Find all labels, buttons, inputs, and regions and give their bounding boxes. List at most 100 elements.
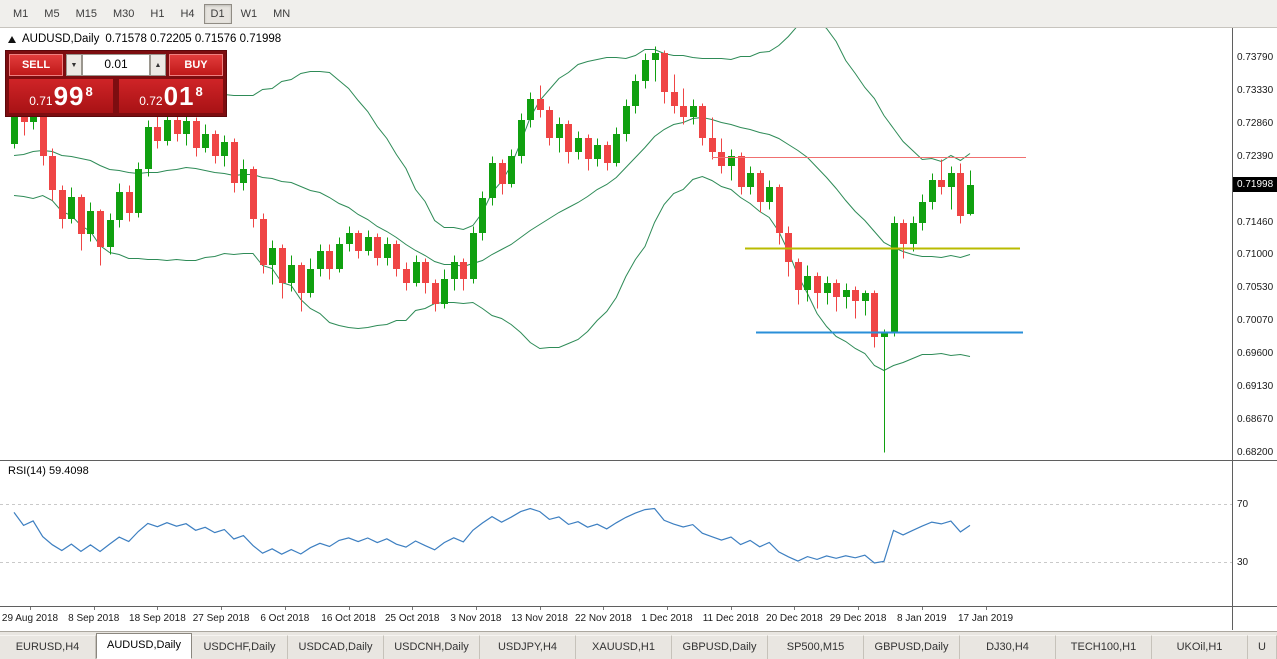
chart-tab-gbpusd-daily[interactable]: GBPUSD,Daily bbox=[672, 635, 768, 659]
date-axis-label: 29 Aug 2018 bbox=[1, 613, 59, 624]
one-click-panel-toggle-icon[interactable] bbox=[8, 35, 16, 43]
date-axis-label: 8 Jan 2019 bbox=[897, 613, 947, 624]
bollinger-lower-band bbox=[13, 175, 971, 372]
rsi-canvas[interactable] bbox=[0, 461, 1232, 606]
one-click-trading-panel: SELL ▼ 0.01 ▲ BUY 0.71 99 8 0.72 01 8 bbox=[5, 50, 227, 117]
date-axis-tick bbox=[985, 607, 987, 610]
chart-tab-usdcnh-daily[interactable]: USDCNH,Daily bbox=[384, 635, 480, 659]
chart-tab-tech100-h1[interactable]: TECH100,H1 bbox=[1056, 635, 1152, 659]
price-axis[interactable]: 0.71998 0.73790 0.73330 0.72860 0.72390 0.71… bbox=[1233, 28, 1277, 630]
date-axis-tick bbox=[730, 607, 732, 610]
trade-panel-prices: 0.71 99 8 0.72 01 8 bbox=[9, 79, 223, 113]
timeframe-button-d1[interactable]: D1 bbox=[203, 3, 232, 24]
price-axis-label: 0.69130 bbox=[1237, 381, 1274, 393]
date-axis-tick bbox=[921, 607, 923, 610]
axis-separator-vertical bbox=[1232, 28, 1233, 630]
date-axis-tick bbox=[539, 607, 541, 610]
buy-price-display[interactable]: 0.72 01 8 bbox=[119, 79, 223, 113]
chart-tab-sp500-m15[interactable]: SP500,M15 bbox=[768, 635, 864, 659]
date-axis-tick bbox=[93, 607, 95, 610]
chart-tab-dj30-h4[interactable]: DJ30,H4 bbox=[960, 635, 1056, 659]
rsi-indicator-label: RSI(14) 59.4098 bbox=[8, 465, 89, 477]
rsi-level-label: 30 bbox=[1237, 556, 1249, 568]
date-axis-label: 3 Nov 2018 bbox=[450, 613, 502, 624]
price-axis-label: 0.68200 bbox=[1237, 447, 1274, 459]
date-axis-label: 25 Oct 2018 bbox=[384, 613, 440, 624]
bollinger-middle-band bbox=[13, 116, 971, 268]
volume-input[interactable]: 0.01 bbox=[82, 54, 150, 76]
chart-tab-xauusd-h1[interactable]: XAUUSD,H1 bbox=[576, 635, 672, 659]
date-axis-tick bbox=[348, 607, 350, 610]
date-axis-label: 6 Oct 2018 bbox=[260, 613, 310, 624]
timeframe-button-h4[interactable]: H4 bbox=[173, 4, 201, 24]
date-axis-tick bbox=[667, 607, 668, 610]
timeframe-button-mn[interactable]: MN bbox=[266, 4, 297, 24]
price-axis-label: 0.72390 bbox=[1237, 151, 1274, 162]
price-axis-label: 0.71000 bbox=[1237, 249, 1274, 261]
timeframe-button-m15[interactable]: M15 bbox=[69, 4, 104, 24]
timeframe-button-m30[interactable]: M30 bbox=[106, 4, 141, 24]
date-axis-tick bbox=[858, 607, 860, 610]
sell-price-pipette: 8 bbox=[85, 84, 93, 99]
chart-tab-eurusd-h4[interactable]: EURUSD,H4 bbox=[0, 635, 96, 659]
chevron-up-icon: ▲ bbox=[154, 61, 162, 69]
price-axis-label: 0.70070 bbox=[1237, 315, 1274, 326]
chart-symbol-title: AUDUSD,Daily bbox=[22, 33, 100, 45]
rsi-line bbox=[13, 507, 971, 564]
volume-increase-button[interactable]: ▲ bbox=[150, 54, 166, 76]
chart-tab-audusd-daily[interactable]: AUDUSD,Daily bbox=[96, 633, 192, 659]
date-axis-tick bbox=[603, 607, 605, 610]
price-chart-area[interactable]: AUDUSD,Daily 0.71578 0.72205 0.71576 0.7… bbox=[0, 28, 1232, 460]
date-axis-label: 29 Dec 2018 bbox=[829, 613, 887, 624]
date-axis-label: 8 Sep 2018 bbox=[68, 613, 120, 624]
sell-price-prefix: 0.71 bbox=[29, 94, 53, 108]
timeframe-button-w1[interactable]: W1 bbox=[234, 4, 265, 24]
buy-button[interactable]: BUY bbox=[169, 54, 223, 76]
chart-tab-usdcad-daily[interactable]: USDCAD,Daily bbox=[288, 635, 384, 659]
date-axis[interactable]: 29 Aug 2018 8 Sep 2018 18 Sep 2018 27 Sep 2… bbox=[0, 607, 1232, 630]
price-axis-label: 0.70530 bbox=[1237, 282, 1274, 294]
date-axis-tick bbox=[475, 607, 477, 610]
timeframe-toolbar: M1 M5 M15 M30 H1 H4 D1 W1 MN bbox=[0, 0, 1277, 28]
date-axis-label: 17 Jan 2019 bbox=[957, 613, 1014, 624]
chart-title: AUDUSD,Daily 0.71578 0.72205 0.71576 0.7… bbox=[8, 33, 281, 45]
date-axis-label: 13 Nov 2018 bbox=[511, 613, 568, 624]
chart-tab-gbpusd-daily[interactable]: GBPUSD,Daily bbox=[864, 635, 960, 659]
timeframe-button-h1[interactable]: H1 bbox=[143, 4, 171, 24]
date-axis-label: 20 Dec 2018 bbox=[766, 613, 823, 624]
rsi-level-label: 70 bbox=[1237, 498, 1249, 510]
sell-price-display[interactable]: 0.71 99 8 bbox=[9, 79, 113, 113]
chart-tab-u[interactable]: U bbox=[1248, 635, 1277, 659]
date-axis-tick bbox=[412, 607, 414, 610]
timeframe-button-m5[interactable]: M5 bbox=[37, 4, 66, 24]
price-axis-label: 0.71460 bbox=[1237, 216, 1274, 228]
date-axis-tick bbox=[221, 607, 223, 610]
date-axis-tick bbox=[794, 607, 796, 610]
sell-button[interactable]: SELL bbox=[9, 54, 63, 76]
date-axis-tick bbox=[30, 607, 31, 610]
price-axis-label: 0.69600 bbox=[1237, 348, 1274, 360]
volume-control: ▼ 0.01 ▲ bbox=[66, 54, 166, 76]
date-axis-label: 11 Dec 2018 bbox=[702, 613, 759, 624]
rsi-indicator-panel[interactable]: RSI(14) 59.4098 bbox=[0, 461, 1232, 606]
timeframe-button-m1[interactable]: M1 bbox=[6, 4, 35, 24]
date-axis-tick bbox=[284, 607, 286, 610]
current-price-badge: 0.71998 bbox=[1233, 176, 1277, 192]
date-axis-label: 27 Sep 2018 bbox=[192, 613, 250, 624]
date-axis-label: 18 Sep 2018 bbox=[129, 613, 186, 624]
chart-tab-bar: EURUSD,H4 AUDUSD,Daily USDCHF,Daily USDCAD,… bbox=[0, 631, 1277, 659]
price-axis-label: 0.68670 bbox=[1237, 413, 1274, 425]
chart-tab-ukoil-h1[interactable]: UKOil,H1 bbox=[1152, 635, 1248, 659]
trade-panel-controls: SELL ▼ 0.01 ▲ BUY bbox=[9, 54, 223, 76]
volume-decrease-button[interactable]: ▼ bbox=[66, 54, 82, 76]
date-axis-label: 22 Nov 2018 bbox=[574, 613, 632, 624]
buy-price-pipette: 8 bbox=[195, 84, 203, 99]
chart-tab-usdjpy-h4[interactable]: USDJPY,H4 bbox=[480, 635, 576, 659]
date-axis-label: 16 Oct 2018 bbox=[321, 613, 376, 624]
chart-tab-usdchf-daily[interactable]: USDCHF,Daily bbox=[192, 635, 288, 659]
price-axis-label: 0.73790 bbox=[1237, 52, 1274, 64]
price-axis-label: 0.72860 bbox=[1237, 117, 1274, 129]
chart-ohlc-values: 0.71578 0.72205 0.71576 0.71998 bbox=[105, 33, 282, 45]
chart-rsi-separator[interactable] bbox=[0, 460, 1277, 461]
